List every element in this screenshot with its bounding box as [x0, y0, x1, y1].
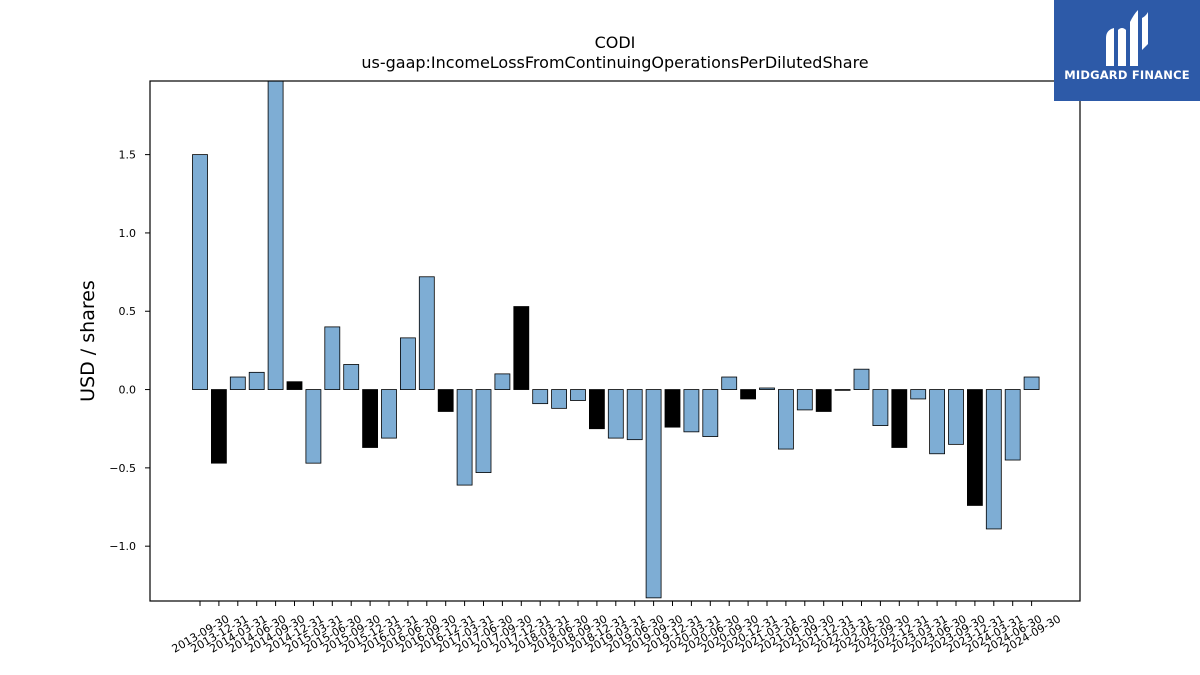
bar-2019-09-30: [645, 389, 662, 599]
bar-2014-09-30: [267, 80, 284, 390]
bar-2017-12-31: [513, 306, 530, 390]
bar-2014-12-31: [286, 381, 303, 390]
plot-frame: [149, 80, 1081, 602]
bar-2015-06-30: [324, 326, 341, 390]
chart-subtitle: us-gaap:IncomeLossFromContinuingOperatio…: [361, 53, 868, 72]
bar-2018-06-30: [551, 389, 567, 409]
bar-2023-06-30: [929, 389, 945, 455]
bar-2022-03-31: [834, 389, 851, 391]
bar-2021-06-30: [778, 389, 794, 450]
bar-2015-09-30: [343, 364, 360, 390]
bar-2015-03-31: [305, 389, 322, 464]
bar-2017-03-31: [456, 389, 473, 486]
bar-2024-06-30: [1004, 389, 1021, 461]
bar-2024-03-31: [985, 389, 1002, 530]
bar-2018-12-31: [589, 389, 605, 430]
bar-2023-12-31: [967, 389, 983, 506]
bar-2019-03-31: [607, 389, 624, 439]
bar-2016-09-30: [418, 276, 435, 390]
bar-2020-03-31: [683, 389, 700, 433]
bar-2019-12-31: [664, 389, 681, 428]
bar-2017-09-30: [494, 373, 511, 390]
y-tick-label: 1.5: [119, 149, 137, 162]
bar-2022-12-31: [891, 389, 908, 448]
bar-2015-12-31: [362, 389, 379, 448]
bar-2021-09-30: [796, 389, 813, 411]
y-tick-label: 0.5: [119, 305, 137, 318]
bar-2020-12-31: [740, 389, 756, 400]
bar-2020-09-30: [721, 376, 738, 390]
y-tick-label: 0.0: [119, 384, 137, 397]
bar-2016-06-30: [399, 337, 416, 390]
bar-2014-03-31: [229, 376, 246, 390]
bar-2022-06-30: [853, 368, 870, 390]
y-tick-label: −0.5: [109, 462, 136, 475]
bar-2023-09-30: [948, 389, 964, 445]
y-tick-label: 1.0: [119, 227, 137, 240]
y-axis-label: USD / shares: [77, 280, 99, 402]
bar-2020-06-30: [702, 389, 719, 437]
bar-2016-03-31: [381, 389, 397, 439]
bar-2018-09-30: [570, 389, 586, 401]
bar-2016-12-31: [437, 389, 454, 412]
chart-title: CODI: [595, 33, 636, 52]
bar-2024-09-30: [1023, 376, 1040, 390]
bar-2021-03-31: [759, 387, 775, 390]
bar-2021-12-31: [815, 389, 832, 412]
bar-2018-03-31: [532, 389, 549, 405]
bar-2013-12-31: [210, 389, 227, 464]
bar-2023-03-31: [910, 389, 927, 400]
bar-2013-09-30: [192, 154, 208, 390]
brand-logo: MIDGARD FINANCE: [1054, 0, 1200, 101]
y-tick-label: −1.0: [109, 540, 136, 553]
bar-2017-06-30: [475, 389, 492, 473]
bar-2022-09-30: [872, 389, 889, 426]
midgard-m-logo-icon: [1106, 10, 1148, 66]
bar-2014-06-30: [248, 371, 265, 390]
bar-2019-06-30: [626, 389, 643, 441]
brand-name: MIDGARD FINANCE: [1064, 68, 1190, 82]
